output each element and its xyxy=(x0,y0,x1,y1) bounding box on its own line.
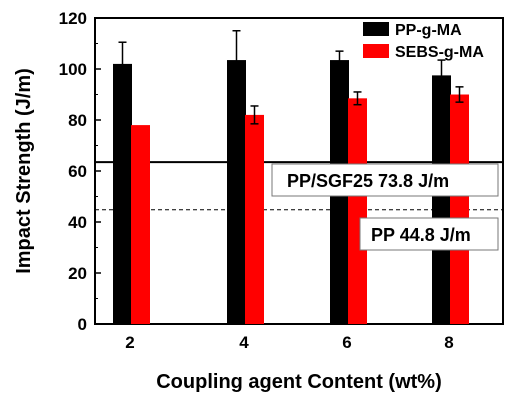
x-axis-label: Coupling agent Content (wt%) xyxy=(156,371,442,393)
x-tick-label-8: 8 xyxy=(444,333,453,352)
legend: PP-g-MA SEBS-g-MA xyxy=(363,22,484,61)
bar-sebs-g-ma-2 xyxy=(131,125,150,324)
ref-label-pp-text: PP 44.8 J/m xyxy=(371,225,471,245)
ref-label-ppsgf25-box xyxy=(271,163,499,197)
legend-swatch-sebs-g-ma xyxy=(363,44,389,58)
y-tick-label-120: 120 xyxy=(59,9,87,28)
y-tick-label-40: 40 xyxy=(68,213,87,232)
bar-sebs-g-ma-8 xyxy=(450,94,469,324)
y-tick-label-80: 80 xyxy=(68,111,87,130)
y-tick-label-60: 60 xyxy=(68,162,87,181)
bars-layer xyxy=(113,30,469,325)
y-tick-label-20: 20 xyxy=(68,264,87,283)
ref-label-ppsgf25: PP/SGF25 73.8 J/m xyxy=(271,163,499,197)
legend-label-pp-g-ma: PP-g-MA xyxy=(395,22,462,39)
legend-swatch-pp-g-ma xyxy=(363,22,389,36)
bar-sebs-g-ma-4 xyxy=(245,114,264,325)
y-tick-label-100: 100 xyxy=(59,60,87,79)
legend-label-sebs-g-ma: SEBS-g-MA xyxy=(395,44,484,61)
bar-pp-g-ma-4 xyxy=(227,60,246,324)
ticks-layer: 0 20 40 60 80 100 120 2 4 6 8 xyxy=(59,9,454,352)
ref-label-ppsgf25-text: PP/SGF25 73.8 J/m xyxy=(287,171,449,191)
bar-pp-g-ma-8 xyxy=(432,75,451,324)
y-tick-label-0: 0 xyxy=(78,315,87,334)
bar-pp-g-ma-2 xyxy=(113,63,132,325)
ref-label-pp-box xyxy=(359,217,499,251)
ref-label-pp: PP 44.8 J/m xyxy=(359,217,499,251)
x-tick-label-2: 2 xyxy=(125,333,134,352)
bar-sebs-g-ma-6 xyxy=(348,98,367,324)
x-tick-label-6: 6 xyxy=(342,333,351,352)
x-tick-label-4: 4 xyxy=(239,333,249,352)
y-axis-label: Impact Strength (J/m) xyxy=(13,68,35,274)
